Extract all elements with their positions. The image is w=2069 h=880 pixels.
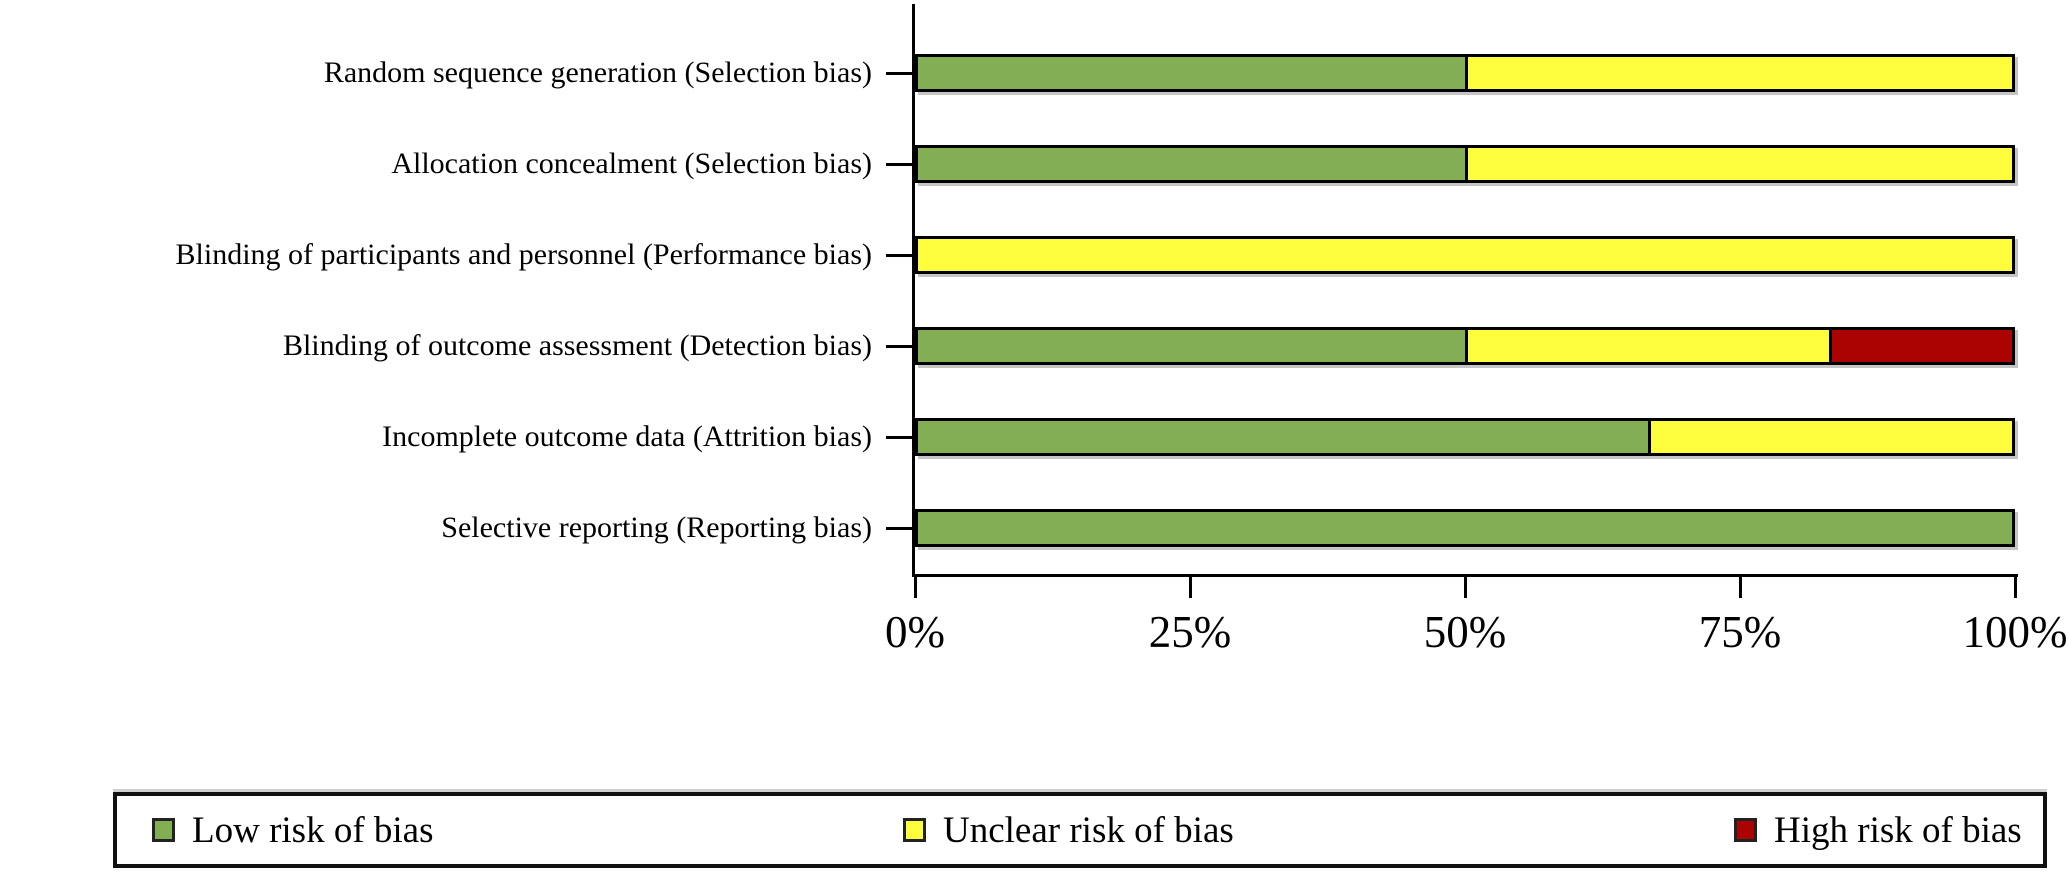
category-label: Blinding of outcome assessment (Detectio… bbox=[282, 329, 872, 362]
bar-segment-unclear bbox=[1465, 148, 2012, 180]
legend-label: Unclear risk of bias bbox=[943, 809, 1234, 851]
legend-swatch-icon bbox=[1734, 818, 1757, 842]
legend-swatch-icon bbox=[903, 818, 926, 842]
category-tick bbox=[886, 253, 912, 257]
bar-segment-low bbox=[918, 148, 1465, 180]
category-tick bbox=[886, 162, 912, 166]
bar-segment-low bbox=[918, 57, 1465, 89]
bar-segment-unclear bbox=[918, 239, 2012, 271]
bar-segment-unclear bbox=[1465, 330, 1830, 362]
category-label: Selective reporting (Reporting bias) bbox=[441, 511, 872, 544]
x-axis-tick bbox=[1738, 577, 1742, 598]
x-axis-tick bbox=[2013, 577, 2017, 598]
y-axis-line bbox=[912, 4, 915, 577]
stacked-bar bbox=[915, 145, 2015, 183]
x-axis-tick bbox=[913, 577, 917, 598]
legend-item-unclear: Unclear risk of bias bbox=[903, 796, 1234, 864]
legend-label: High risk of bias bbox=[1774, 809, 2022, 851]
x-axis-tick-label: 100% bbox=[1962, 607, 2068, 657]
category-tick bbox=[886, 71, 912, 75]
stacked-bar bbox=[915, 327, 2015, 365]
bar-segment-low bbox=[918, 512, 2012, 544]
x-axis-tick bbox=[1188, 577, 1192, 598]
category-label: Blinding of participants and personnel (… bbox=[175, 238, 872, 271]
legend-box: Low risk of bias Unclear risk of bias High… bbox=[113, 792, 2047, 868]
x-axis-tick-label: 75% bbox=[1698, 607, 1782, 657]
bar-segment-unclear bbox=[1465, 57, 2012, 89]
legend-label: Low risk of bias bbox=[192, 809, 434, 851]
x-axis-tick-label: 0% bbox=[885, 607, 945, 657]
category-tick bbox=[886, 526, 912, 530]
stacked-bar bbox=[915, 54, 2015, 92]
x-axis-line bbox=[912, 574, 2018, 577]
x-axis-tick bbox=[1463, 577, 1467, 598]
legend-swatch-icon bbox=[152, 818, 175, 842]
category-label: Allocation concealment (Selection bias) bbox=[391, 147, 872, 180]
x-axis-tick-label: 50% bbox=[1423, 607, 1507, 657]
category-label: Random sequence generation (Selection bi… bbox=[323, 56, 872, 89]
bar-segment-low bbox=[918, 330, 1465, 362]
legend-item-low: Low risk of bias bbox=[152, 796, 434, 864]
bar-segment-unclear bbox=[1647, 421, 2012, 453]
bar-segment-high bbox=[1829, 330, 2012, 362]
category-tick bbox=[886, 435, 912, 439]
stacked-bar bbox=[915, 236, 2015, 274]
category-tick bbox=[886, 344, 912, 348]
stacked-bar bbox=[915, 509, 2015, 547]
stacked-bar bbox=[915, 418, 2015, 456]
bar-segment-low bbox=[918, 421, 1648, 453]
x-axis-tick-label: 25% bbox=[1148, 607, 1232, 657]
legend-item-high: High risk of bias bbox=[1734, 796, 2022, 864]
category-label: Incomplete outcome data (Attrition bias) bbox=[382, 420, 872, 453]
